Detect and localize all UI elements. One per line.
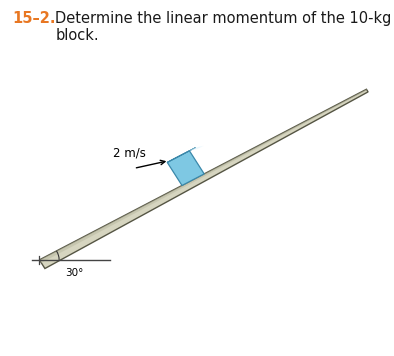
Text: 2 m/s: 2 m/s: [113, 147, 146, 159]
Polygon shape: [167, 151, 204, 185]
Text: 15–2.: 15–2.: [12, 11, 55, 26]
Polygon shape: [39, 89, 368, 268]
Polygon shape: [167, 148, 195, 162]
Polygon shape: [190, 146, 203, 151]
Text: Determine the linear momentum of the 10-kg
block.: Determine the linear momentum of the 10-…: [55, 11, 392, 43]
Text: 30°: 30°: [65, 268, 84, 278]
Polygon shape: [39, 89, 367, 263]
